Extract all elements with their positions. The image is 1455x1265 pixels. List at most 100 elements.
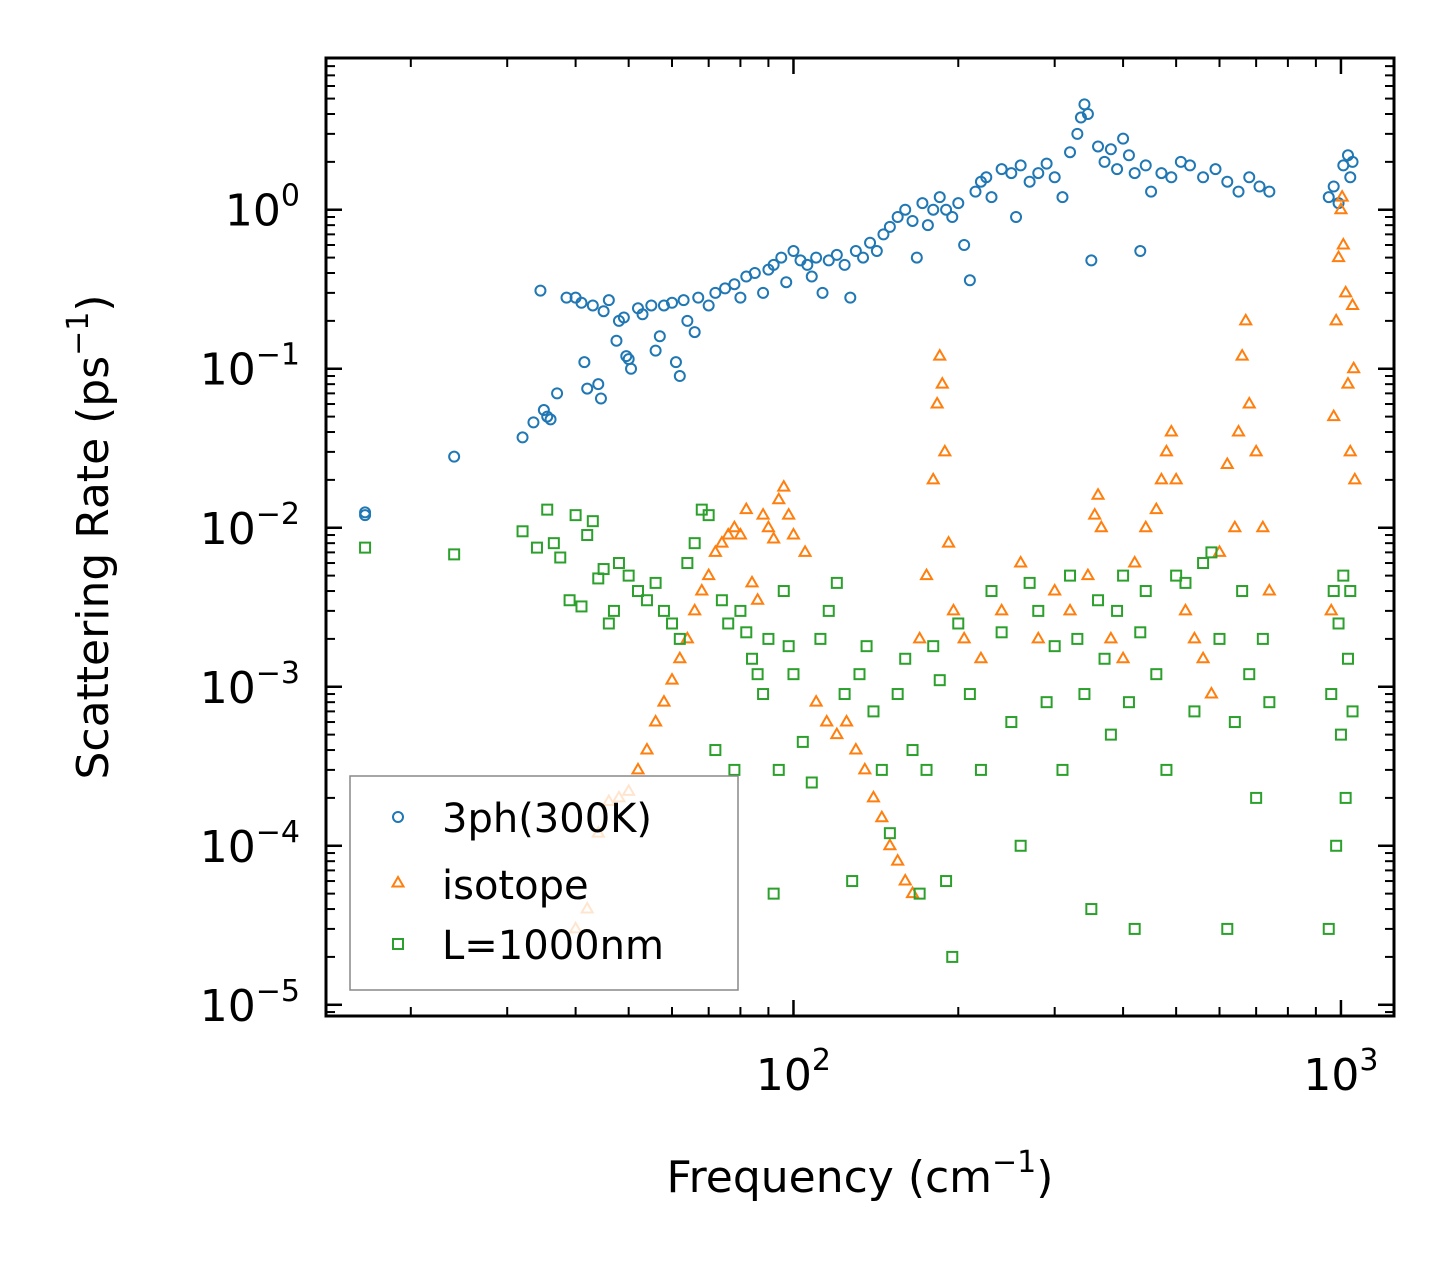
data-point — [657, 604, 670, 617]
data-point — [1263, 696, 1276, 709]
series-0 — [359, 98, 1359, 522]
data-point — [575, 296, 588, 309]
tick-label-base: 10 — [200, 504, 256, 555]
data-point — [551, 387, 564, 400]
data-point — [956, 630, 972, 644]
data-point — [1220, 456, 1235, 469]
data-point — [985, 585, 998, 598]
data-point — [906, 214, 919, 227]
data-point — [727, 519, 742, 533]
series-2 — [359, 503, 1359, 963]
data-point — [607, 604, 620, 617]
data-point — [1139, 159, 1152, 172]
data-point — [1078, 688, 1091, 701]
y-tick-label: 10−4 — [200, 815, 300, 873]
data-point — [597, 305, 610, 318]
data-point — [830, 576, 843, 589]
data-point — [781, 507, 796, 520]
data-point — [913, 887, 926, 900]
data-point — [1159, 443, 1174, 457]
y-axis-title: Scattering Rate (ps−1) — [61, 294, 119, 779]
data-point — [541, 410, 554, 423]
data-point — [1345, 297, 1360, 310]
data-point — [1197, 557, 1210, 570]
data-point — [544, 413, 557, 426]
data-point — [974, 763, 987, 776]
data-point — [1234, 348, 1250, 361]
data-point — [547, 537, 560, 550]
data-point — [1187, 630, 1202, 644]
data-point — [534, 284, 547, 297]
data-point — [1340, 376, 1356, 389]
data-point — [801, 258, 814, 271]
tick-label-exponent: −1 — [256, 338, 300, 373]
data-point — [1094, 519, 1109, 533]
data-point — [709, 286, 722, 299]
data-point — [1346, 155, 1359, 168]
legend-marker-l1000nm — [392, 938, 404, 950]
data-point — [575, 600, 588, 613]
data-point — [767, 887, 780, 900]
data-point — [1056, 191, 1069, 204]
data-point — [1343, 443, 1358, 457]
data-point — [1040, 157, 1053, 170]
data-point — [1255, 519, 1271, 533]
data-point — [1047, 583, 1062, 596]
data-point — [994, 602, 1009, 616]
data-point — [1338, 284, 1353, 298]
data-point — [744, 574, 760, 588]
data-point — [537, 404, 550, 417]
legend-marker-3ph — [392, 811, 404, 823]
data-point — [746, 652, 759, 665]
data-point — [933, 191, 946, 204]
data-point — [848, 742, 864, 755]
data-point — [541, 503, 554, 516]
data-point — [1117, 569, 1130, 582]
y-tick-label: 10−3 — [200, 656, 300, 714]
data-point — [673, 370, 686, 383]
data-point — [1209, 163, 1222, 176]
data-point — [1111, 163, 1124, 176]
data-point — [969, 185, 982, 198]
data-point — [1149, 501, 1164, 515]
data-layer — [359, 98, 1363, 963]
data-point — [664, 672, 680, 685]
data-point — [681, 314, 694, 327]
y-axis-title-sup: −1 — [61, 312, 96, 356]
data-point — [1098, 652, 1111, 665]
data-point — [1071, 632, 1084, 645]
data-point — [1085, 903, 1098, 916]
data-point — [734, 604, 747, 617]
data-point — [1242, 396, 1257, 409]
tick-label-base: 10 — [1303, 1050, 1359, 1101]
data-point — [995, 626, 1008, 639]
data-point — [1127, 555, 1142, 568]
data-point — [1332, 617, 1345, 630]
data-point — [610, 334, 623, 347]
data-point — [516, 431, 529, 444]
data-point — [639, 742, 655, 755]
data-point — [1325, 688, 1338, 701]
data-point — [1150, 668, 1163, 681]
data-point — [708, 544, 723, 557]
data-point — [714, 535, 730, 548]
data-point — [925, 471, 941, 485]
data-point — [1228, 716, 1241, 729]
data-point — [963, 688, 976, 701]
data-point — [719, 282, 732, 295]
data-point — [656, 694, 672, 707]
data-point — [1128, 167, 1141, 180]
data-point — [1331, 249, 1346, 263]
data-point — [838, 688, 851, 701]
data-point — [875, 763, 888, 776]
data-point — [757, 688, 770, 701]
data-point — [720, 527, 736, 540]
data-point — [920, 763, 933, 776]
data-point — [912, 630, 927, 644]
data-point — [1232, 185, 1245, 198]
data-point — [819, 714, 834, 727]
data-point — [919, 567, 934, 581]
x-axis-title-sup: −1 — [992, 1145, 1036, 1180]
data-point — [1031, 630, 1046, 644]
data-point — [1238, 312, 1253, 326]
